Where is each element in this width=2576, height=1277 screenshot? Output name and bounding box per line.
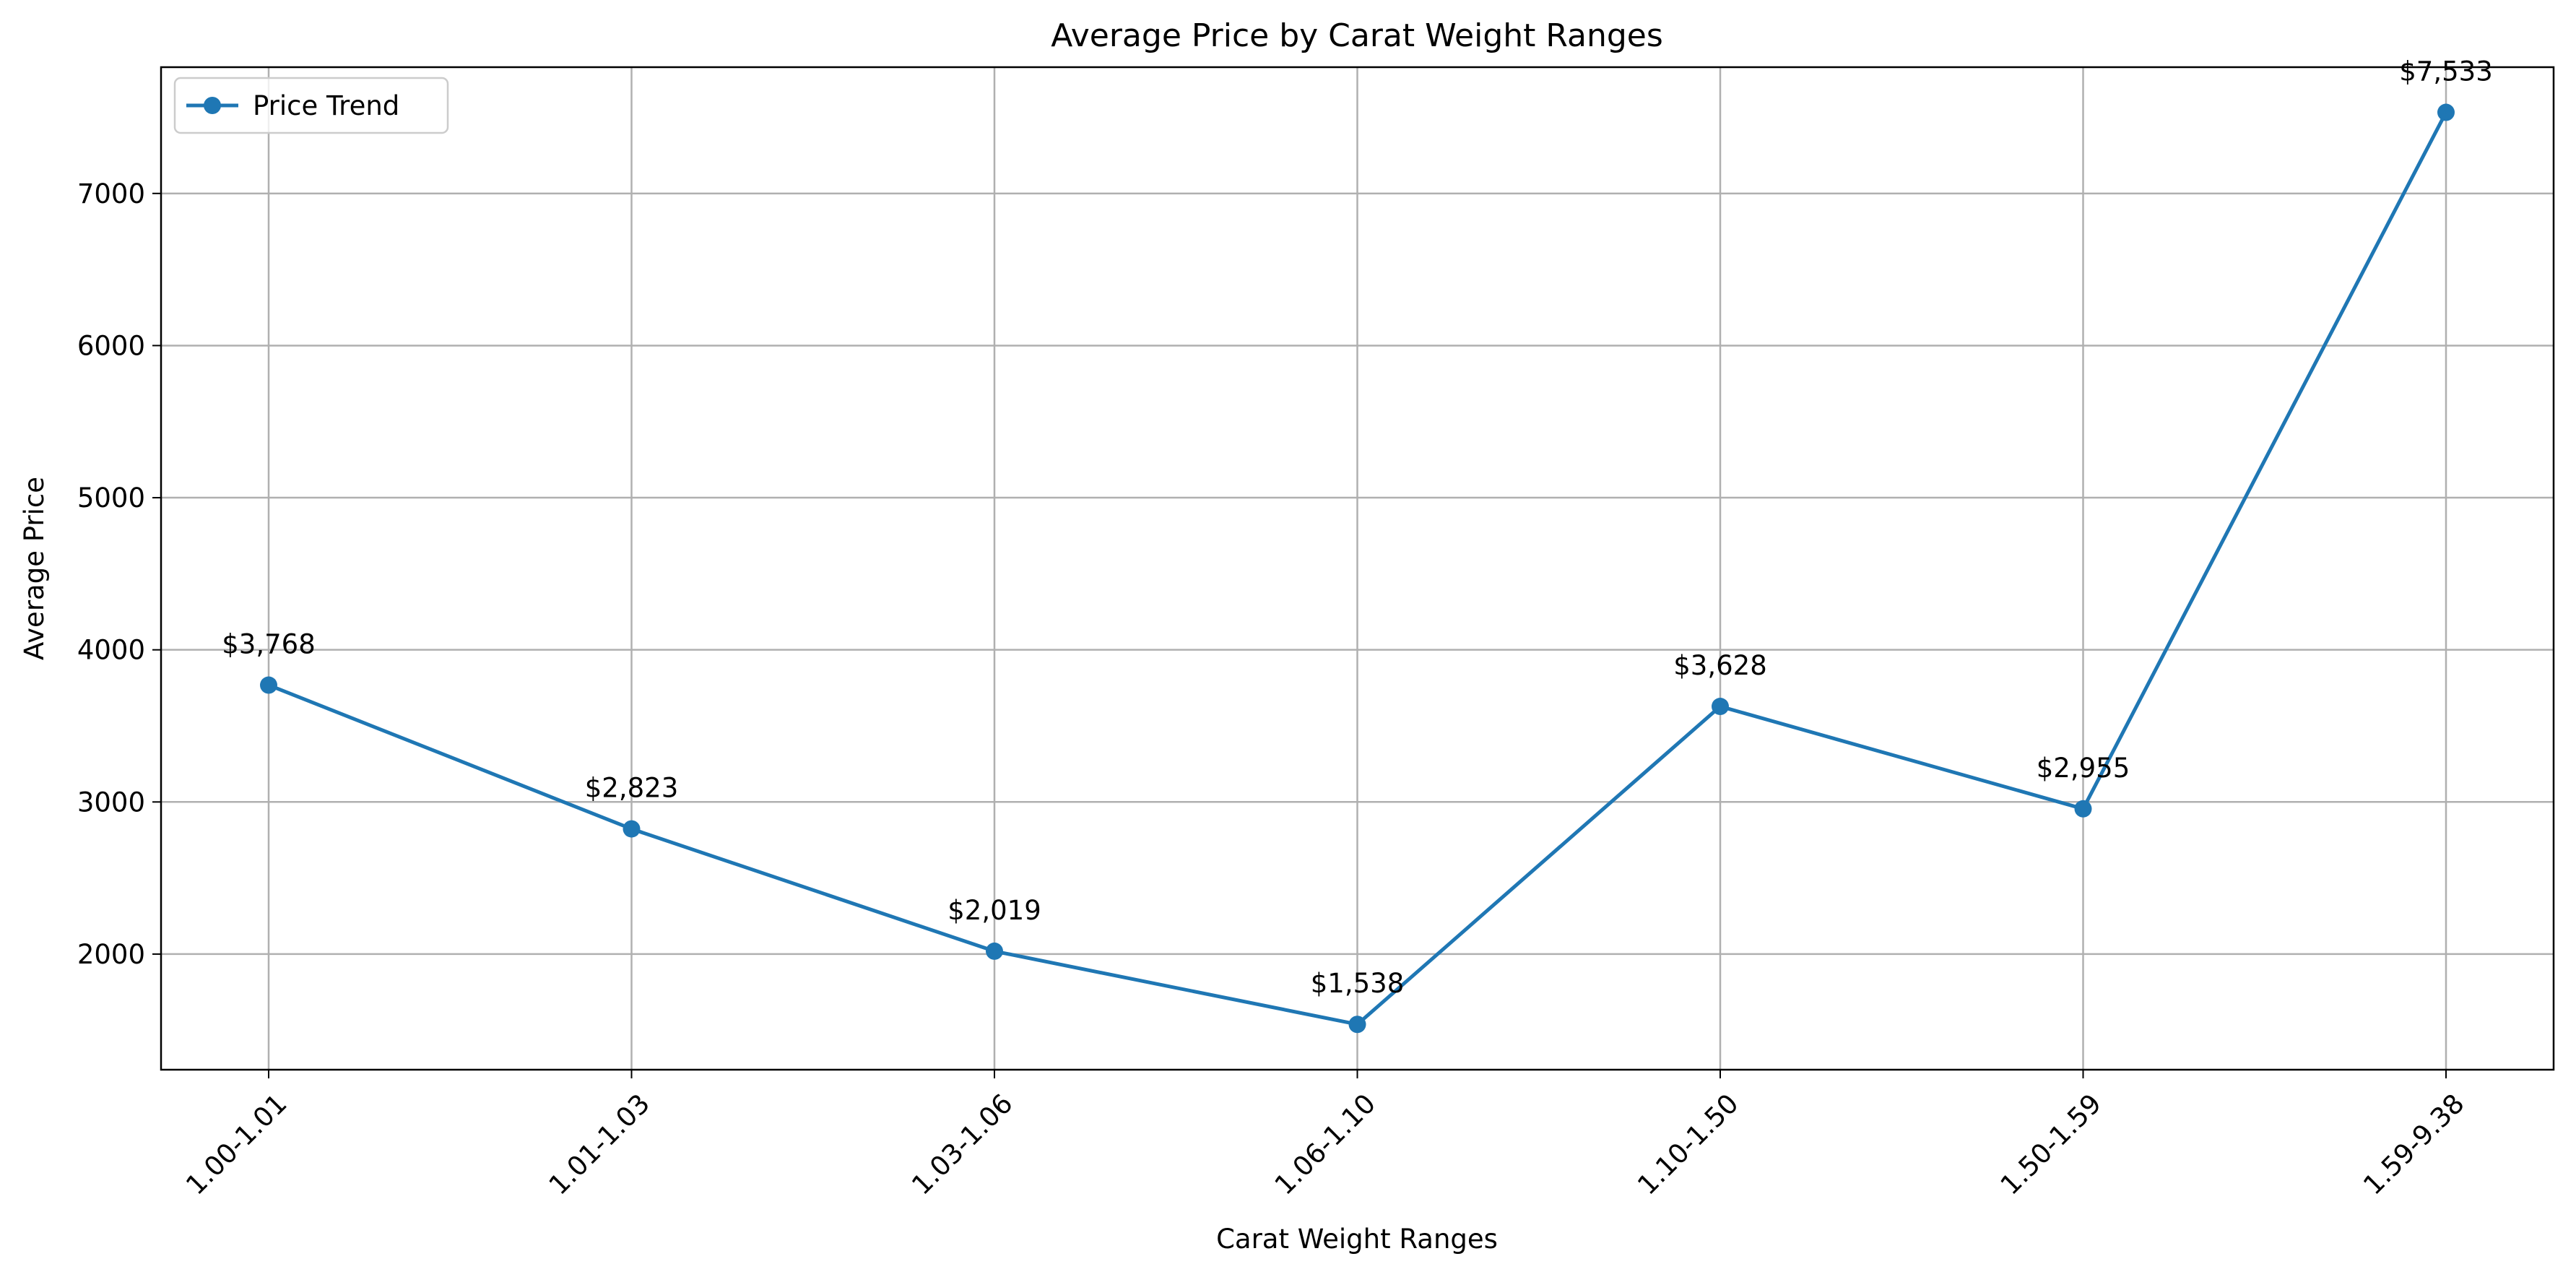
series-layer [260,103,2455,1034]
y-tick-label: 7000 [77,178,145,209]
y-axis-ticks: 2000 3000 4000 5000 6000 7000 [77,178,161,970]
grid-lines [161,67,2554,1070]
data-label: $3,628 [1673,650,1766,681]
legend-point-marker [204,97,221,114]
x-axis-ticks: 1.00-1.01 1.01-1.03 1.03-1.06 1.06-1.10 1.10… [180,1070,2471,1201]
x-tick-label: 1.06-1.10 [1269,1088,1382,1200]
legend: Price Trend [173,77,449,134]
plot-frame [160,66,2555,1071]
data-label: $2,019 [947,895,1041,926]
data-point [986,942,1003,960]
x-tick-label: 1.03-1.06 [906,1088,1018,1200]
data-label: $3,768 [222,629,315,660]
y-tick-label: 4000 [77,635,145,666]
y-tick-label: 6000 [77,330,145,361]
legend-label: Price Trend [253,90,399,121]
data-label: $2,823 [585,773,678,804]
y-tick-label: 2000 [77,939,145,970]
data-label: $7,533 [2399,56,2492,87]
data-point [2074,800,2092,818]
x-axis-label: Carat Weight Ranges [1216,1224,1498,1255]
data-label: $2,955 [2037,753,2130,784]
x-tick-label: 1.01-1.03 [543,1088,656,1200]
data-labels: $3,768 $2,823 $2,019 $1,538 $3,628 $2,955 $7,5… [222,56,2492,1000]
data-point [260,676,277,694]
data-point [623,820,641,838]
data-point [1348,1016,1366,1034]
y-tick-label: 3000 [77,787,145,818]
data-label: $1,538 [1311,968,1404,999]
x-tick-label: 1.59-9.38 [2357,1088,2470,1200]
y-tick-label: 5000 [77,482,145,514]
data-point [2437,103,2455,121]
x-tick-label: 1.50-1.59 [1995,1088,2107,1200]
legend-box [173,77,449,134]
y-axis-label: Average Price [19,477,50,660]
x-tick-label: 1.10-1.50 [1631,1088,1744,1200]
chart-title: Average Price by Carat Weight Ranges [1051,17,1663,54]
x-tick-label: 1.00-1.01 [180,1088,292,1200]
data-point [1712,698,1729,716]
